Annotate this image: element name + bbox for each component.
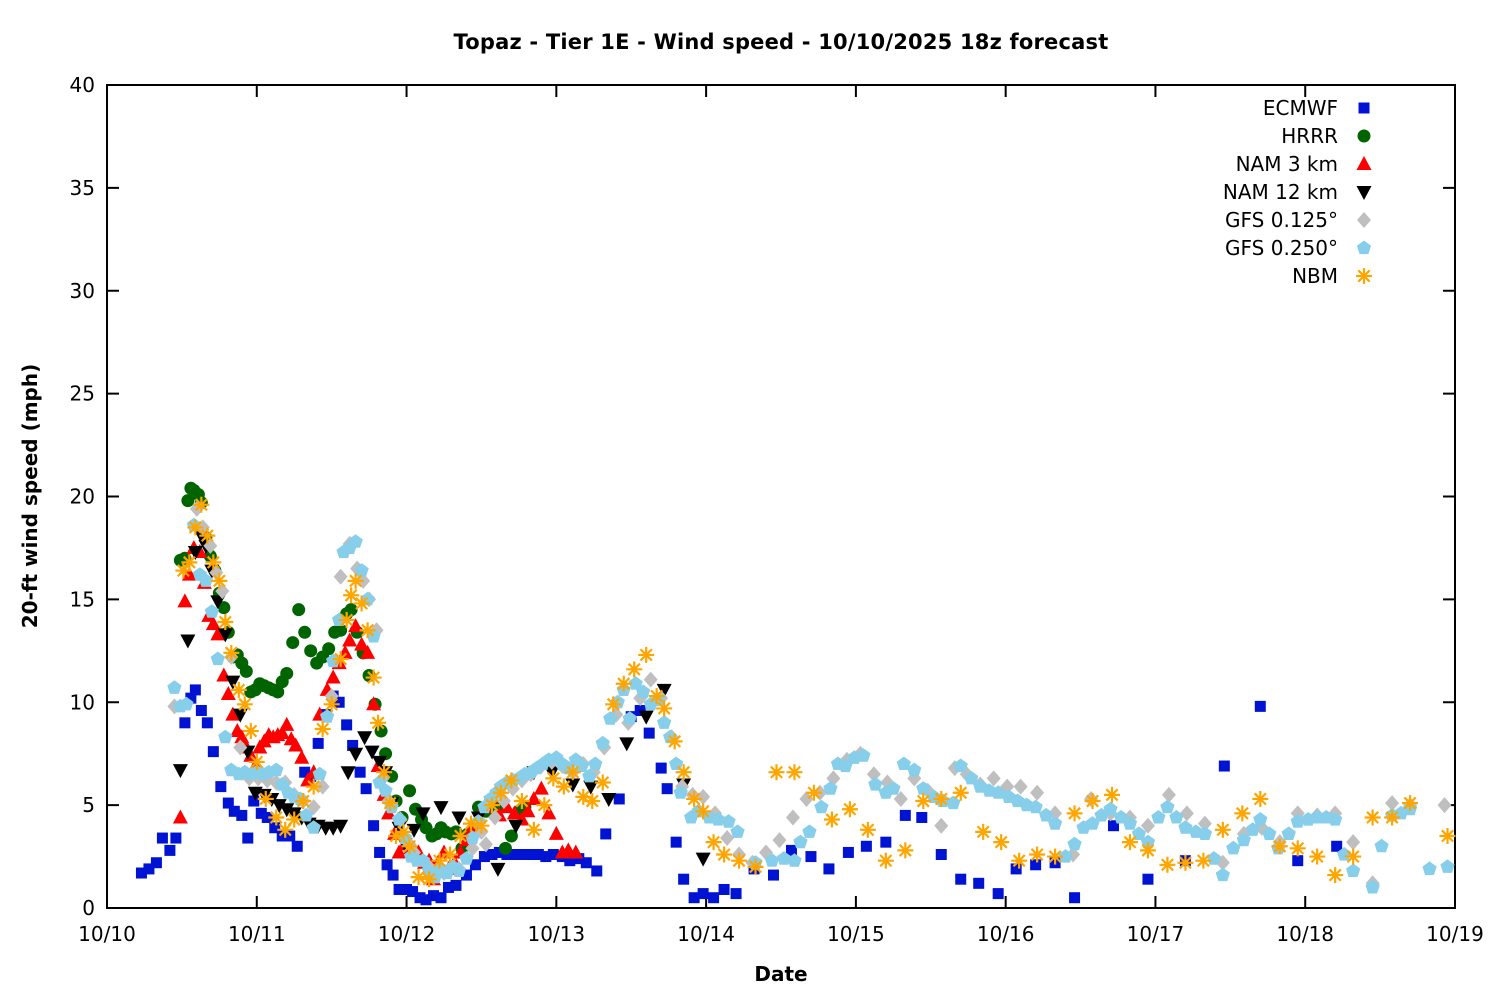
legend-marker-gfs-0-250-icon bbox=[1356, 240, 1372, 255]
legend: ECMWF HRRR NAM 3 km NAM 12 km GFS 0.125° GFS … bbox=[1223, 94, 1384, 290]
x-tick-label: 10/19 bbox=[1426, 922, 1484, 946]
x-tick-label: 10/16 bbox=[977, 922, 1035, 946]
legend-entry-nam-12-km: NAM 12 km bbox=[1223, 178, 1384, 206]
legend-marker-nbm-icon bbox=[1356, 268, 1372, 284]
y-tick-label: 40 bbox=[70, 73, 95, 97]
legend-entry-gfs-0-250: GFS 0.250° bbox=[1223, 234, 1384, 262]
y-tick-label: 30 bbox=[70, 279, 95, 303]
legend-marker-hrrr-icon bbox=[1357, 129, 1371, 143]
y-tick-label: 35 bbox=[70, 176, 95, 200]
y-tick-label: 5 bbox=[82, 793, 95, 817]
legend-entry-ecmwf: ECMWF bbox=[1223, 94, 1384, 122]
y-tick-label: 0 bbox=[82, 896, 95, 920]
x-tick-label: 10/11 bbox=[228, 922, 286, 946]
legend-label-nam-12-km: NAM 12 km bbox=[1222, 180, 1338, 204]
legend-label-nam-3-km: NAM 3 km bbox=[1235, 152, 1338, 176]
chart-title: Topaz - Tier 1E - Wind speed - 10/10/202… bbox=[453, 30, 1109, 54]
legend-label-nbm: NBM bbox=[1292, 264, 1338, 288]
legend-entry-nam-3-km: NAM 3 km bbox=[1223, 150, 1384, 178]
x-tick-label: 10/10 bbox=[78, 922, 136, 946]
series-nam-3-km bbox=[172, 539, 584, 886]
x-tick-label: 10/13 bbox=[528, 922, 586, 946]
x-tick-label: 10/17 bbox=[1127, 922, 1185, 946]
legend-label-hrrr: HRRR bbox=[1281, 124, 1338, 148]
y-tick-label: 10 bbox=[70, 690, 95, 714]
x-tick-label: 10/12 bbox=[378, 922, 436, 946]
legend-marker-nam-12-km-icon bbox=[1356, 186, 1372, 200]
legend-marker-nam-3-km-icon bbox=[1356, 156, 1372, 170]
x-axis-label: Date bbox=[754, 962, 808, 986]
legend-label-ecmwf: ECMWF bbox=[1262, 96, 1338, 120]
legend-marker-gfs-0-125-icon bbox=[1357, 212, 1371, 228]
x-tick-label: 10/14 bbox=[677, 922, 735, 946]
y-tick-label: 20 bbox=[70, 485, 95, 509]
legend-entry-hrrr: HRRR bbox=[1223, 122, 1384, 150]
legend-marker-ecmwf-icon bbox=[1358, 102, 1370, 114]
legend-entry-nbm: NBM bbox=[1223, 262, 1384, 290]
x-tick-label: 10/18 bbox=[1276, 922, 1334, 946]
y-tick-label: 25 bbox=[70, 382, 95, 406]
legend-label-gfs-0-125: GFS 0.125° bbox=[1225, 208, 1338, 232]
series-nbm bbox=[175, 496, 1456, 888]
series-gfs-0-250 bbox=[167, 517, 1455, 894]
y-tick-label: 15 bbox=[70, 587, 95, 611]
axis-ticks: 10/10 10/11 10/12 10/13 10/14 10/15 10/16 10/17… bbox=[70, 73, 1484, 946]
legend-label-gfs-0-250: GFS 0.250° bbox=[1225, 236, 1338, 260]
legend-entry-gfs-0-125: GFS 0.125° bbox=[1223, 206, 1384, 234]
x-tick-label: 10/15 bbox=[827, 922, 885, 946]
series-hrrr bbox=[173, 481, 532, 855]
